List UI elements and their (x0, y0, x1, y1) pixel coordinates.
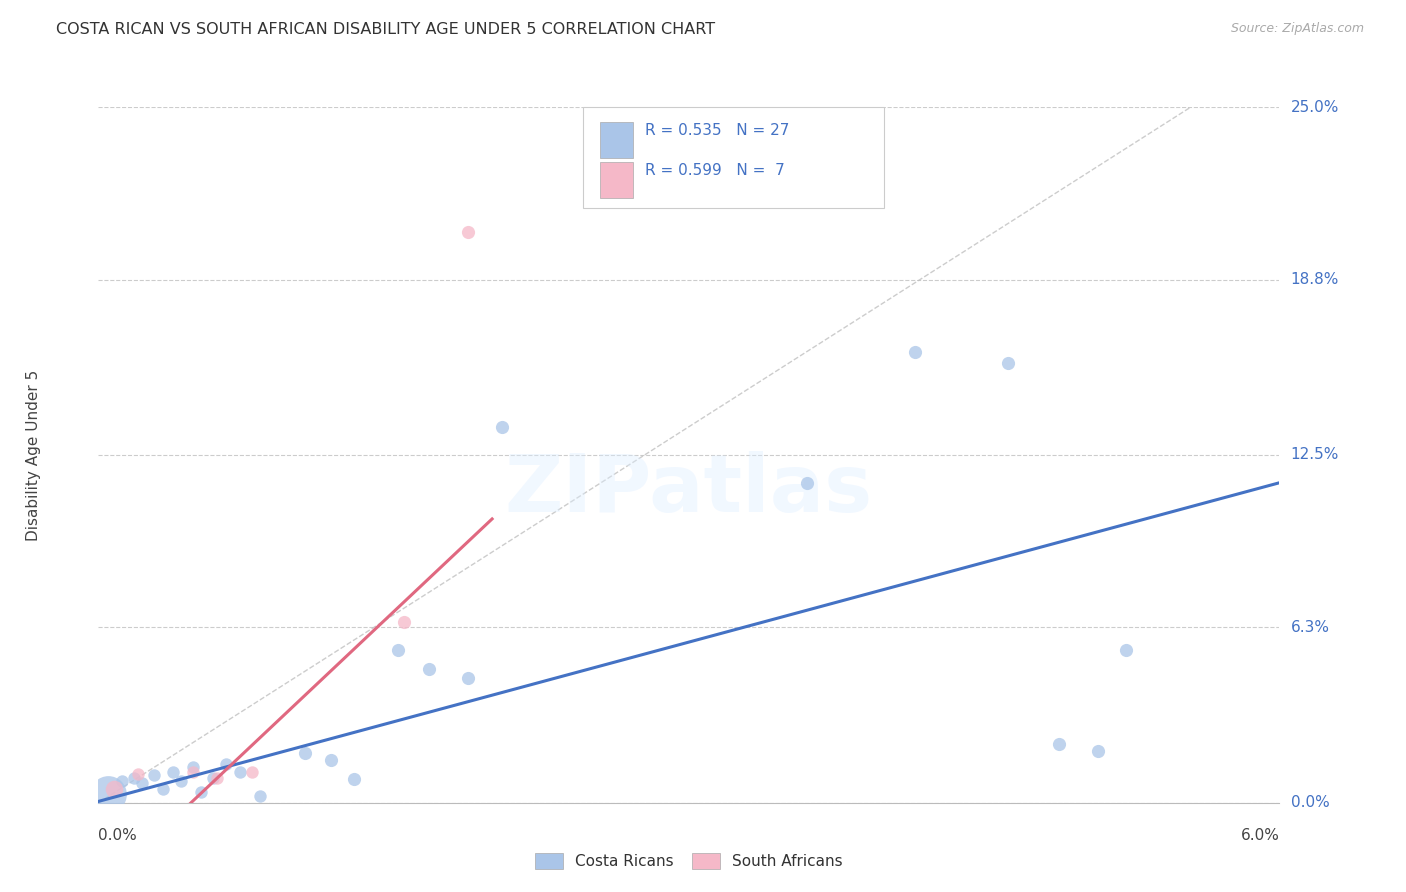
Point (170, 773, 193, 788)
Legend: Costa Ricans, South Africans: Costa Ricans, South Africans (529, 847, 849, 875)
Point (387, 642, 409, 657)
Point (181, 759, 204, 773)
Point (190, 785, 212, 799)
Point (229, 765, 252, 780)
Point (1087, 744, 1109, 758)
Text: Source: ZipAtlas.com: Source: ZipAtlas.com (1230, 22, 1364, 36)
Point (205, 771, 228, 785)
Point (103, 781, 125, 796)
Text: ZIPatlas: ZIPatlas (505, 450, 873, 529)
Text: 0.0%: 0.0% (98, 828, 138, 843)
Point (181, 765, 204, 780)
FancyBboxPatch shape (600, 121, 634, 158)
Text: 12.5%: 12.5% (1291, 448, 1339, 462)
Point (142, 768, 165, 782)
Point (904, 345, 927, 359)
Text: COSTA RICAN VS SOUTH AFRICAN DISABILITY AGE UNDER 5 CORRELATION CHART: COSTA RICAN VS SOUTH AFRICAN DISABILITY … (56, 22, 716, 37)
Point (249, 789, 271, 803)
Point (162, 765, 184, 780)
Point (1047, 737, 1070, 751)
Point (294, 746, 316, 760)
Point (97, 788, 120, 802)
Text: R = 0.535   N = 27: R = 0.535 N = 27 (645, 123, 790, 138)
Point (343, 772, 366, 786)
Point (1115, 642, 1137, 657)
Text: 18.8%: 18.8% (1291, 272, 1339, 287)
Point (997, 356, 1019, 370)
Point (319, 753, 342, 767)
Text: 0.0%: 0.0% (1291, 796, 1329, 810)
Text: 6.0%: 6.0% (1240, 828, 1279, 843)
Text: 25.0%: 25.0% (1291, 100, 1339, 114)
Text: R = 0.599   N =  7: R = 0.599 N = 7 (645, 162, 785, 178)
Point (796, 475, 818, 490)
Point (131, 776, 153, 790)
Text: 6.3%: 6.3% (1291, 620, 1330, 635)
Point (201, 771, 224, 785)
Point (122, 771, 145, 785)
Point (127, 766, 149, 780)
Point (111, 773, 134, 788)
Point (457, 671, 479, 685)
Point (418, 662, 440, 676)
Point (491, 420, 513, 434)
Point (392, 615, 415, 629)
FancyBboxPatch shape (582, 107, 884, 208)
Point (215, 756, 238, 771)
Point (240, 765, 263, 780)
Point (457, 225, 479, 239)
Text: Disability Age Under 5: Disability Age Under 5 (25, 369, 41, 541)
FancyBboxPatch shape (600, 162, 634, 198)
Point (152, 781, 174, 796)
